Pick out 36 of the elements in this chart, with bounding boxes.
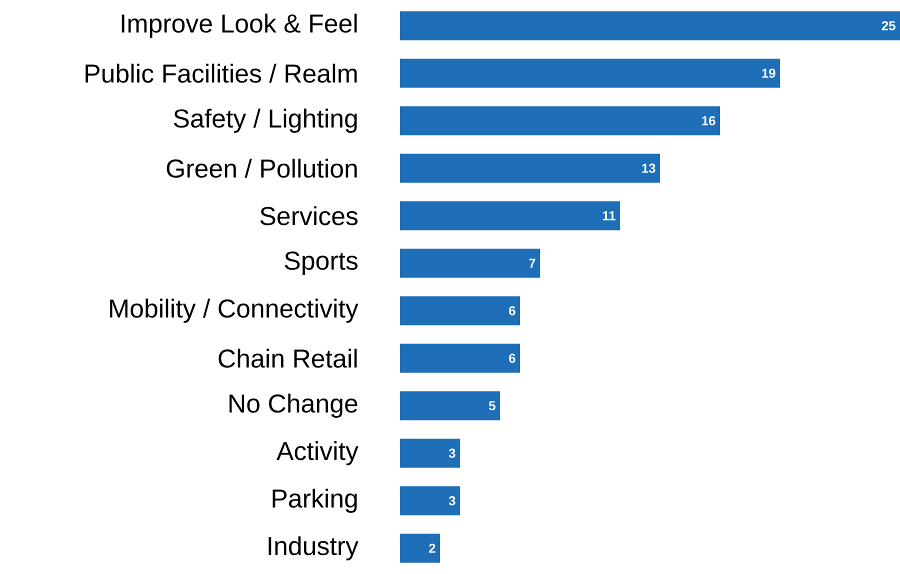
data-label: 5 <box>489 401 496 410</box>
data-label: 19 <box>762 68 776 78</box>
bar <box>400 154 660 183</box>
y-tick-label: No Change <box>230 394 358 418</box>
bar <box>400 344 520 373</box>
y-tick-label: Activity <box>276 441 358 466</box>
data-label: 7 <box>529 258 536 268</box>
data-label: 16 <box>702 116 716 126</box>
bar <box>400 486 460 516</box>
y-tick-label: Public Facilities / Realm <box>86 64 357 83</box>
y-tick-label: Sports <box>284 252 358 275</box>
bar <box>400 106 720 136</box>
bar <box>400 201 620 230</box>
y-tick-label: Chain Retail <box>218 348 357 368</box>
bar <box>400 296 520 326</box>
data-label: 11 <box>602 211 616 220</box>
data-label: 6 <box>509 354 516 363</box>
data-label: 25 <box>882 21 896 30</box>
y-tick-label: Services <box>260 206 358 226</box>
y-tick-label: Safety / Lighting <box>174 108 357 133</box>
y-tick-label: Mobility / Connectivity <box>110 298 358 323</box>
bar <box>400 438 460 468</box>
bar <box>400 11 900 40</box>
y-tick-label: Industry <box>268 536 358 560</box>
bar <box>400 534 440 563</box>
y-tick-label: Green / Pollution <box>166 158 357 178</box>
data-label: 3 <box>448 448 456 458</box>
data-label: 6 <box>509 306 516 316</box>
data-label: 3 <box>448 496 456 506</box>
bar <box>400 391 500 420</box>
data-label: 2 <box>429 544 436 553</box>
bar <box>400 248 540 278</box>
y-tick-label: Improve Look & Feel <box>122 14 357 38</box>
data-label: 13 <box>642 164 656 173</box>
bar <box>400 58 780 88</box>
y-tick-label: Parking <box>272 488 357 513</box>
